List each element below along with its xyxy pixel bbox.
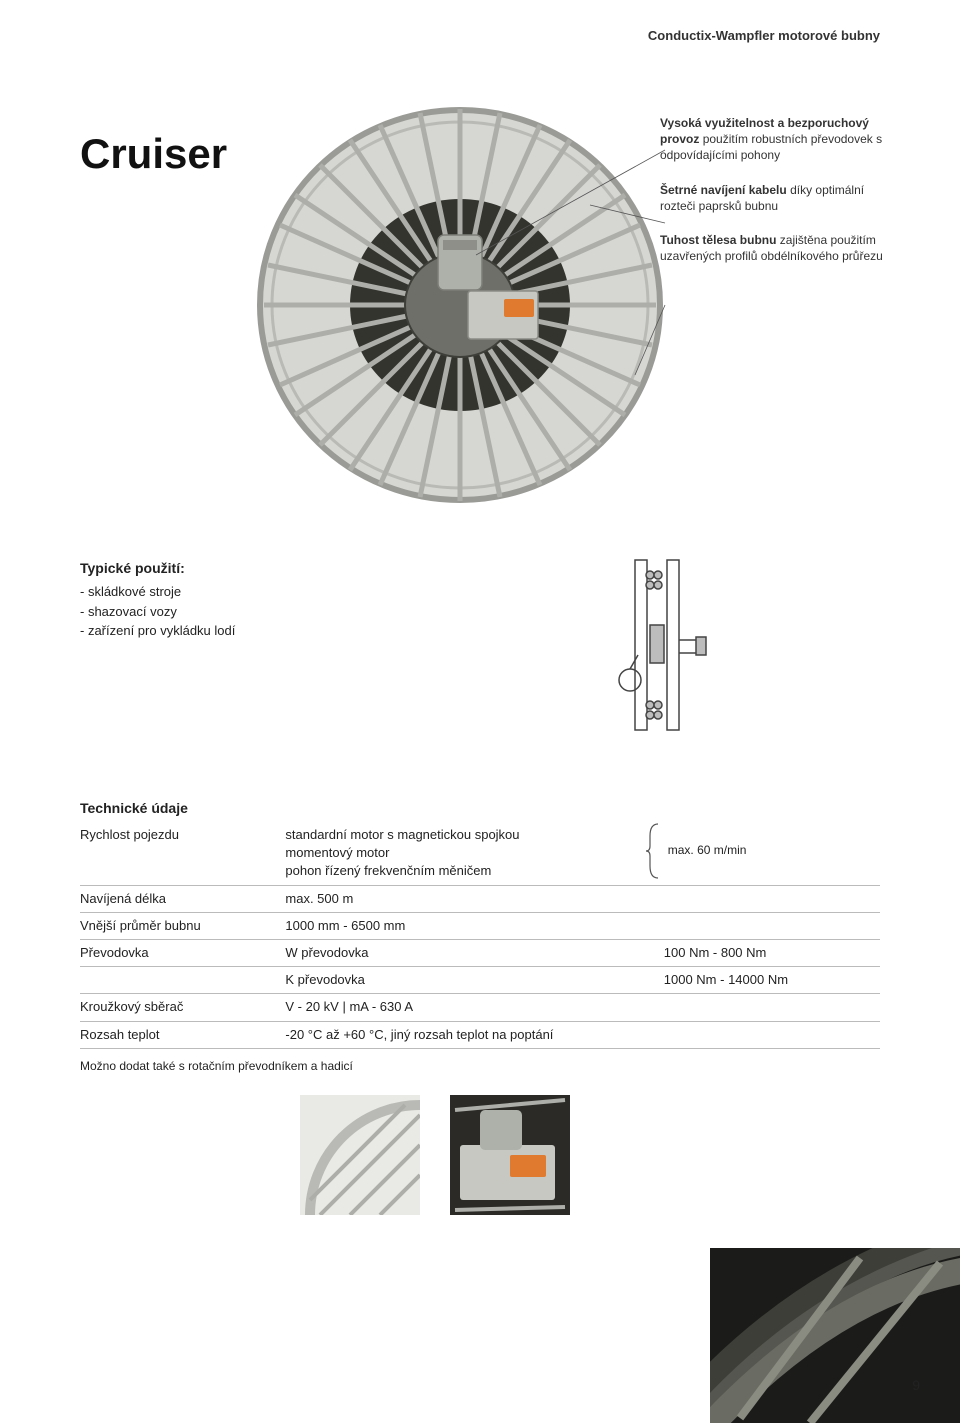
brace-icon bbox=[646, 822, 660, 880]
tech-label: Převodovka bbox=[80, 939, 285, 966]
tech-row: Rozsah teplot -20 °C až +60 °C, jiný roz… bbox=[80, 1021, 880, 1048]
tech-speed-line: momentový motor bbox=[285, 844, 655, 862]
tech-block: Technické údaje Rychlost pojezdu standar… bbox=[80, 800, 880, 1073]
hero-reel-image bbox=[250, 95, 670, 515]
usage-item: - zařízení pro vykládku lodí bbox=[80, 621, 380, 641]
tech-row: Vnější průměr bubnu 1000 mm - 6500 mm bbox=[80, 912, 880, 939]
usage-heading: Typické použití: bbox=[80, 560, 380, 576]
tech-value: W převodovka bbox=[285, 939, 663, 966]
tech-row: Převodovka W převodovka 100 Nm - 800 Nm bbox=[80, 939, 880, 966]
tech-speed-line: standardní motor s magnetickou spojkou bbox=[285, 826, 655, 844]
tech-value: 1000 mm - 6500 mm bbox=[285, 912, 880, 939]
tech-value: V - 20 kV | mA - 630 A bbox=[285, 994, 880, 1021]
usage-item: - skládkové stroje bbox=[80, 582, 380, 602]
tech-row: Navíjená délka max. 500 m bbox=[80, 885, 880, 912]
callout-3: Tuhost tělesa bubnu zajištěna použitím u… bbox=[660, 232, 900, 264]
tech-extra: max. 60 m/min bbox=[664, 822, 880, 885]
tech-label bbox=[80, 967, 285, 994]
thumbnail-1 bbox=[300, 1095, 420, 1215]
tech-label: Navíjená délka bbox=[80, 885, 285, 912]
tech-label: Vnější průměr bubnu bbox=[80, 912, 285, 939]
tech-speed-line: pohon řízený frekvenčním měničem bbox=[285, 862, 655, 880]
callout-1: Vysoká využitelnost a bezporuchový provo… bbox=[660, 115, 900, 164]
schematic-drawing bbox=[590, 545, 760, 745]
thumbnail-row bbox=[300, 1095, 570, 1215]
tech-value: standardní motor s magnetickou spojkou m… bbox=[285, 822, 663, 885]
running-header: Conductix-Wampfler motorové bubny bbox=[648, 28, 880, 43]
tech-heading: Technické údaje bbox=[80, 800, 880, 816]
usage-block: Typické použití: - skládkové stroje - sh… bbox=[80, 560, 380, 641]
tech-value: K převodovka bbox=[285, 967, 663, 994]
tech-row: Rychlost pojezdu standardní motor s magn… bbox=[80, 822, 880, 885]
tech-row: K převodovka 1000 Nm - 14000 Nm bbox=[80, 967, 880, 994]
tech-table: Rychlost pojezdu standardní motor s magn… bbox=[80, 822, 880, 1049]
thumbnail-2 bbox=[450, 1095, 570, 1215]
callouts: Vysoká využitelnost a bezporuchový provo… bbox=[660, 115, 900, 282]
corner-detail-image bbox=[710, 1248, 960, 1423]
callout-2-title: Šetrné navíjení kabelu bbox=[660, 183, 787, 197]
tech-value: -20 °C až +60 °C, jiný rozsah teplot na … bbox=[285, 1021, 880, 1048]
tech-value: max. 500 m bbox=[285, 885, 880, 912]
callout-3-title: Tuhost tělesa bubnu bbox=[660, 233, 776, 247]
tech-label: Rozsah teplot bbox=[80, 1021, 285, 1048]
callout-2: Šetrné navíjení kabelu díky optimální ro… bbox=[660, 182, 900, 214]
tech-row: Kroužkový sběrač V - 20 kV | mA - 630 A bbox=[80, 994, 880, 1021]
tech-speed-note: max. 60 m/min bbox=[668, 842, 747, 859]
tech-footnote: Možno dodat také s rotačním převodníkem … bbox=[80, 1059, 880, 1073]
tech-label: Rychlost pojezdu bbox=[80, 822, 285, 885]
usage-item: - shazovací vozy bbox=[80, 602, 380, 622]
tech-extra: 100 Nm - 800 Nm bbox=[664, 939, 880, 966]
page-number: 9 bbox=[912, 1377, 920, 1393]
tech-extra: 1000 Nm - 14000 Nm bbox=[664, 967, 880, 994]
tech-label: Kroužkový sběrač bbox=[80, 994, 285, 1021]
product-title: Cruiser bbox=[80, 130, 227, 178]
